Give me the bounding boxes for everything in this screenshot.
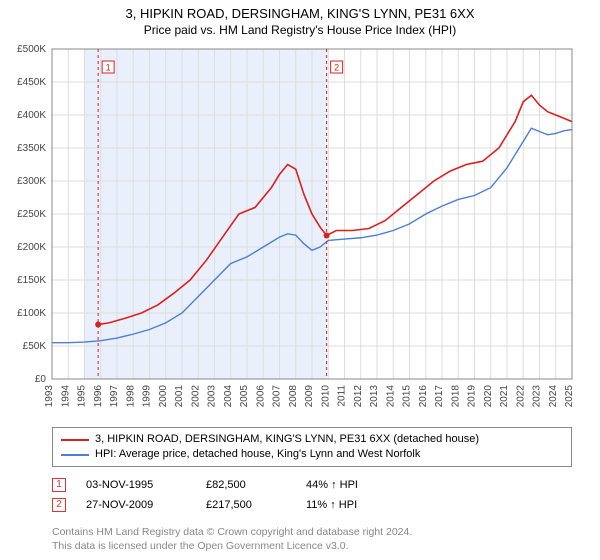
svg-text:2010: 2010	[320, 385, 331, 408]
svg-text:1998: 1998	[125, 385, 136, 408]
svg-text:£0: £0	[35, 374, 47, 385]
svg-text:2022: 2022	[515, 385, 526, 408]
legend-swatch	[61, 439, 89, 441]
marker-table: 1 03-NOV-1995 £82,500 44% ↑ HPI 2 27-NOV…	[52, 475, 572, 515]
svg-text:1993: 1993	[44, 385, 55, 408]
legend-swatch	[61, 454, 89, 456]
chart-area: £0 £50K £100K £150K £200K £250K £300K £350K £400…	[0, 41, 600, 421]
svg-text:2019: 2019	[467, 385, 478, 408]
svg-text:£300K: £300K	[17, 176, 46, 187]
marker-date: 27-NOV-2009	[86, 495, 186, 515]
svg-text:£400K: £400K	[17, 110, 46, 121]
svg-text:2023: 2023	[532, 385, 543, 408]
svg-text:2015: 2015	[402, 385, 413, 408]
svg-text:2020: 2020	[483, 385, 494, 408]
svg-text:2012: 2012	[353, 385, 364, 408]
svg-text:2004: 2004	[223, 385, 234, 408]
marker-row: 2 27-NOV-2009 £217,500 11% ↑ HPI	[52, 495, 572, 515]
marker-date: 03-NOV-1995	[86, 475, 186, 495]
svg-text:2021: 2021	[499, 385, 510, 408]
legend-row: 3, HIPKIN ROAD, DERSINGHAM, KING'S LYNN,…	[61, 432, 563, 447]
marker-badge: 2	[52, 498, 66, 512]
svg-text:£200K: £200K	[17, 242, 46, 253]
svg-text:£100K: £100K	[17, 308, 46, 319]
svg-text:1995: 1995	[77, 385, 88, 408]
svg-text:2008: 2008	[288, 385, 299, 408]
marker-price: £82,500	[206, 475, 286, 495]
svg-text:2003: 2003	[207, 385, 218, 408]
chart-svg: £0 £50K £100K £150K £200K £250K £300K £350K £400…	[0, 41, 600, 421]
marker-delta: 44% ↑ HPI	[306, 475, 396, 495]
title-block: 3, HIPKIN ROAD, DERSINGHAM, KING'S LYNN,…	[0, 0, 600, 41]
marker-price: £217,500	[206, 495, 286, 515]
svg-text:2013: 2013	[369, 385, 380, 408]
svg-text:2016: 2016	[418, 385, 429, 408]
svg-text:1: 1	[106, 63, 111, 73]
svg-text:2007: 2007	[272, 385, 283, 408]
svg-text:1994: 1994	[60, 385, 71, 408]
svg-text:£450K: £450K	[17, 77, 46, 88]
svg-text:£350K: £350K	[17, 143, 46, 154]
svg-text:£150K: £150K	[17, 275, 46, 286]
footer-line: Contains HM Land Registry data © Crown c…	[52, 525, 572, 539]
footer-line: This data is licensed under the Open Gov…	[52, 539, 572, 553]
footer-note: Contains HM Land Registry data © Crown c…	[52, 525, 572, 553]
legend-label: HPI: Average price, detached house, King…	[95, 447, 420, 462]
svg-text:£50K: £50K	[23, 341, 47, 352]
svg-text:1996: 1996	[93, 385, 104, 408]
marker-delta: 11% ↑ HPI	[306, 495, 396, 515]
svg-text:2002: 2002	[190, 385, 201, 408]
svg-text:1997: 1997	[109, 385, 120, 408]
svg-text:2024: 2024	[548, 385, 559, 408]
svg-text:2006: 2006	[255, 385, 266, 408]
marker-badge: 1	[52, 478, 66, 492]
title-main: 3, HIPKIN ROAD, DERSINGHAM, KING'S LYNN,…	[0, 6, 600, 21]
title-sub: Price paid vs. HM Land Registry's House …	[0, 23, 600, 37]
marker-row: 1 03-NOV-1995 £82,500 44% ↑ HPI	[52, 475, 572, 495]
svg-text:1999: 1999	[142, 385, 153, 408]
svg-text:2014: 2014	[385, 385, 396, 408]
svg-text:2017: 2017	[434, 385, 445, 408]
svg-text:2025: 2025	[564, 385, 575, 408]
svg-text:2001: 2001	[174, 385, 185, 408]
svg-text:2011: 2011	[337, 385, 348, 407]
svg-text:2000: 2000	[158, 385, 169, 408]
svg-text:2005: 2005	[239, 385, 250, 408]
legend-label: 3, HIPKIN ROAD, DERSINGHAM, KING'S LYNN,…	[95, 432, 479, 447]
svg-text:£500K: £500K	[17, 44, 46, 55]
legend-row: HPI: Average price, detached house, King…	[61, 447, 563, 462]
legend-box: 3, HIPKIN ROAD, DERSINGHAM, KING'S LYNN,…	[52, 427, 572, 467]
svg-text:2018: 2018	[450, 385, 461, 408]
svg-text:2009: 2009	[304, 385, 315, 408]
svg-text:2: 2	[334, 63, 339, 73]
chart-container: 3, HIPKIN ROAD, DERSINGHAM, KING'S LYNN,…	[0, 0, 600, 560]
svg-text:£250K: £250K	[17, 209, 46, 220]
